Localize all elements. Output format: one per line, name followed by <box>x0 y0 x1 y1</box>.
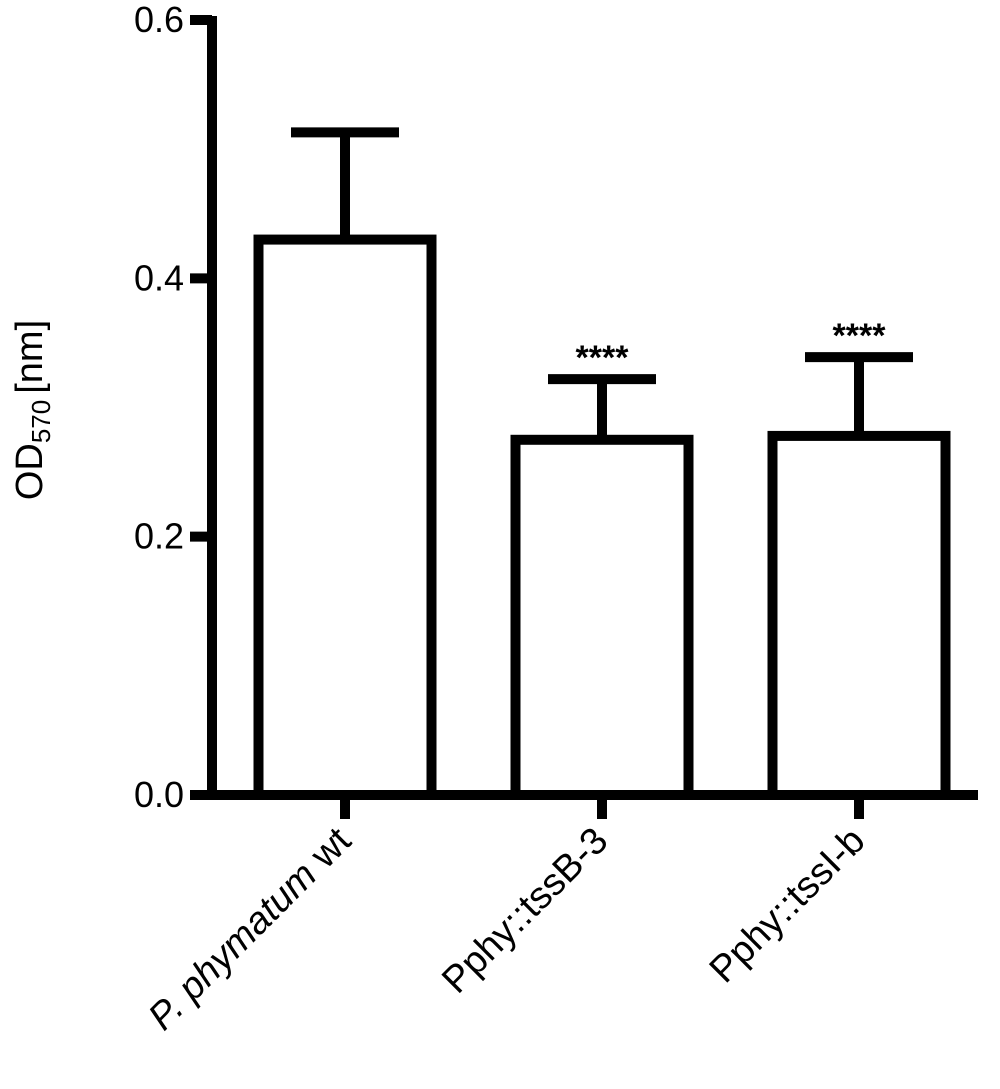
y-tick-label: 0.4 <box>134 257 184 298</box>
significance-label: **** <box>833 317 887 355</box>
x-tick-label-part: Pphy::tssI-b <box>702 820 874 992</box>
bar <box>767 430 951 800</box>
y-axis-label-main: OD <box>9 443 51 500</box>
y-tick-label: 0.6 <box>134 0 184 40</box>
y-axis-label-subscript: 570 <box>26 400 56 443</box>
significance-label: **** <box>576 339 630 377</box>
y-axis-label-unit: [nm] <box>9 320 51 394</box>
x-tick-label: Pphy::tssI-b <box>702 820 874 992</box>
y-tick-label: 0.2 <box>134 516 184 557</box>
labels-layer: ********0.00.20.40.6P. phymatum wt Pphy::… <box>9 0 886 1039</box>
x-tick-label-part: Pphy::tssB-3 <box>434 820 616 1002</box>
x-tick-label: P. phymatum wt <box>140 819 359 1038</box>
x-tick-label-part: P. phymatum <box>140 854 325 1039</box>
bar <box>253 234 437 801</box>
x-tick-label: Pphy::tssB-3 <box>434 820 616 1002</box>
axes-layer <box>190 15 978 819</box>
bars-layer <box>253 127 951 801</box>
y-tick-label: 0.0 <box>134 774 184 815</box>
bar <box>510 434 694 800</box>
y-axis-label: OD570 [nm] <box>9 320 56 500</box>
